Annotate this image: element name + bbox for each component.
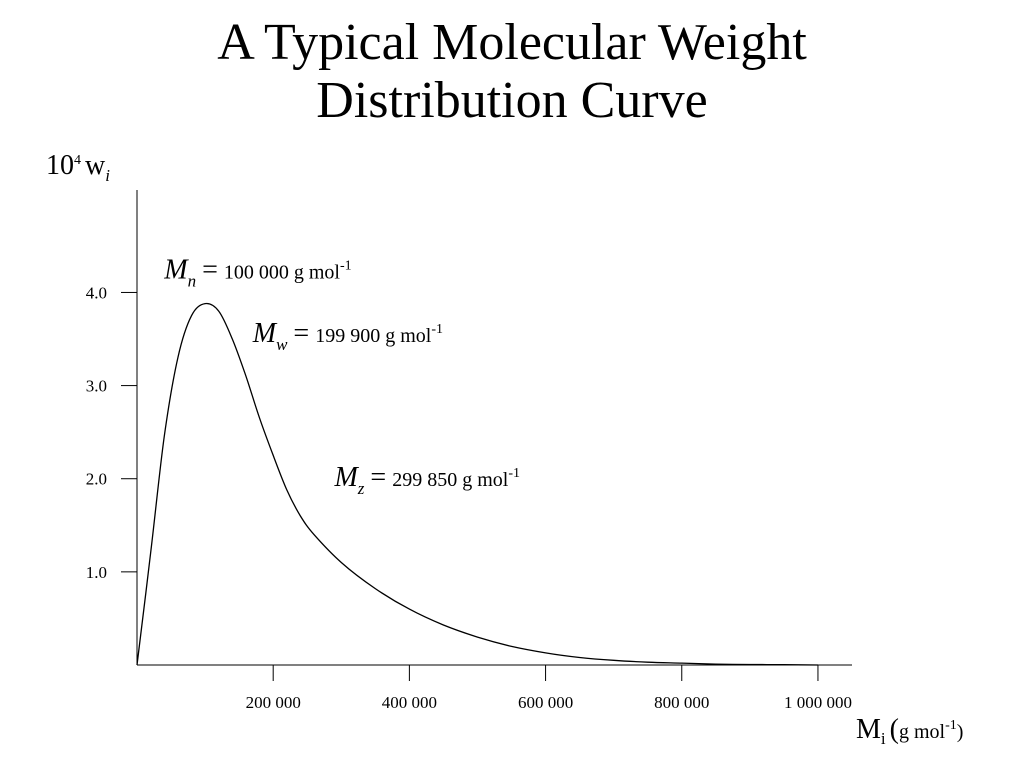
- annotation-exp: -1: [508, 466, 520, 481]
- annotation-symbol: M: [333, 462, 359, 493]
- annotation-sub: w: [276, 335, 288, 354]
- x-label-unit-exp: -1: [945, 718, 957, 733]
- x-tick-label: 800 000: [654, 693, 709, 712]
- x-tick-label: 400 000: [382, 693, 437, 712]
- annotation-mz: Mz = 299 850 g mol-1: [333, 462, 520, 498]
- annotation-sub: z: [357, 479, 365, 498]
- annotation-mn: Mn = 100 000 g mol-1: [163, 254, 351, 290]
- annotation-symbol: M: [252, 318, 278, 349]
- y-label-var: w: [85, 150, 106, 181]
- y-label-sub: i: [105, 166, 110, 185]
- y-label-base: 10: [46, 150, 74, 181]
- distribution-curve: [136, 302, 819, 666]
- y-tick-label: 3.0: [86, 377, 107, 396]
- x-label-sub: i: [881, 729, 886, 748]
- x-label-close: ): [957, 721, 964, 743]
- annotation-value: 199 900 g mol: [315, 325, 432, 347]
- y-tick-label: 4.0: [86, 283, 107, 302]
- y-tick-label: 2.0: [86, 470, 107, 489]
- annotation-sub: n: [188, 271, 197, 290]
- chart-title-line1: A Typical Molecular Weight: [217, 14, 807, 71]
- annotations: Mn = 100 000 g mol-1Mw = 199 900 g mol-1Mz = 2…: [163, 254, 520, 498]
- annotation-value: 299 850 g mol: [392, 469, 509, 491]
- annotation-symbol: M: [163, 254, 189, 285]
- x-tick-label: 200 000: [246, 693, 301, 712]
- annotation-eq: =: [370, 462, 386, 493]
- annotation-mw: Mw = 199 900 g mol-1: [252, 318, 443, 354]
- chart-title: A Typical Molecular Weight Distribution …: [0, 14, 1024, 130]
- annotation-value: 100 000 g mol: [224, 261, 341, 283]
- x-label-open: (: [890, 714, 899, 745]
- x-axis-label: Mi (g mol-1): [856, 714, 963, 748]
- y-ticks: 1.0 2.0 3.0 4.0: [86, 283, 137, 582]
- annotation-exp: -1: [340, 258, 352, 273]
- y-tick-label: 1.0: [86, 563, 107, 582]
- x-label-unit: g mol: [899, 721, 946, 743]
- y-label-exp: 4: [74, 153, 81, 168]
- x-ticks: 200 000 400 000 600 000 800 000 1 000 000: [246, 665, 852, 712]
- annotation-eq: =: [202, 254, 218, 285]
- x-tick-label: 600 000: [518, 693, 573, 712]
- annotation-exp: -1: [431, 322, 443, 337]
- y-axis-label: 104 wi: [46, 150, 110, 185]
- chart-title-line2: Distribution Curve: [316, 72, 708, 129]
- x-tick-label: 1 000 000: [784, 693, 852, 712]
- x-label-var: M: [856, 714, 881, 745]
- annotation-eq: =: [293, 318, 309, 349]
